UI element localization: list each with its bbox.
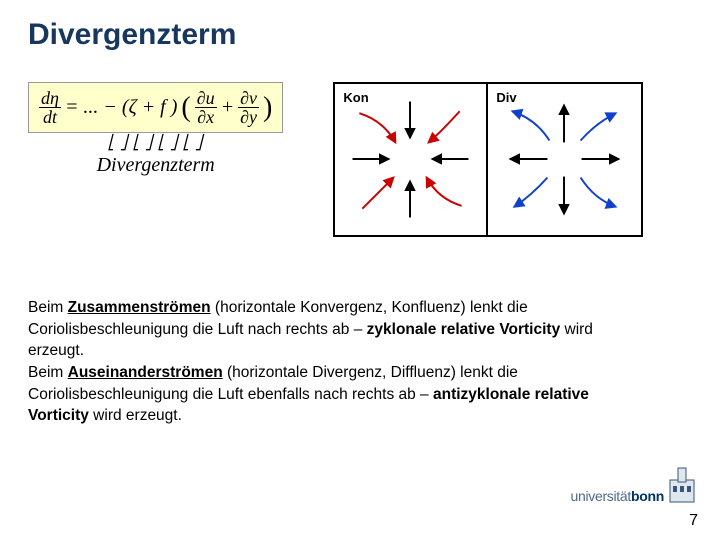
equation-label: Divergenzterm <box>97 154 215 177</box>
term-zusammen: Zusammenströmen <box>68 299 211 316</box>
eq-dv-den: ∂y <box>238 108 259 126</box>
equation-block: dη dt = ... − (ζ + f ) ( ∂u ∂x + ∂v ∂y )… <box>28 82 283 177</box>
term-antizyk1: antizyklonale relative <box>433 386 589 403</box>
eq-du-num: ∂u <box>195 89 217 108</box>
figure-row: dη dt = ... − (ζ + f ) ( ∂u ∂x + ∂v ∂y )… <box>28 82 692 237</box>
page-number: 7 <box>689 512 698 530</box>
term-zyklonal: zyklonale relative Vorticity <box>367 321 561 338</box>
div-arrows <box>488 84 641 235</box>
logo-bonn: bonn <box>631 488 664 504</box>
eq-lhs-num: dη <box>39 89 61 108</box>
eq-dv-num: ∂v <box>238 89 259 108</box>
kon-arrows <box>335 84 486 235</box>
body-text: Beim Zusammenströmen (horizontale Konver… <box>28 297 692 427</box>
university-logo: universitätbonn <box>570 466 696 504</box>
slide: Divergenzterm dη dt = ... − (ζ + f ) ( ∂… <box>0 0 720 540</box>
logo-uni: universität <box>570 488 631 504</box>
slide-title: Divergenzterm <box>28 18 692 52</box>
diagram-convergence: Kon <box>333 82 488 237</box>
diagram-divergence: Div <box>488 82 643 237</box>
diagram-pair: Kon <box>333 82 643 237</box>
eq-lhs-den: dt <box>41 108 59 126</box>
term-auseinander: Auseinanderströmen <box>68 364 223 381</box>
eq-rhs-pre: = ... − (ζ + f ) <box>65 96 177 119</box>
equation-box: dη dt = ... − (ζ + f ) ( ∂u ∂x + ∂v ∂y ) <box>28 82 283 133</box>
term-antizyk2: Vorticity <box>28 407 89 424</box>
equation-underbrackets: ⎣ ⎦ ⎣ ⎦ ⎣ ⎦ ⎣ ⎦ <box>108 135 204 152</box>
eq-plus: + <box>221 96 235 119</box>
logo-icon <box>668 466 696 504</box>
eq-du-den: ∂x <box>195 108 216 126</box>
